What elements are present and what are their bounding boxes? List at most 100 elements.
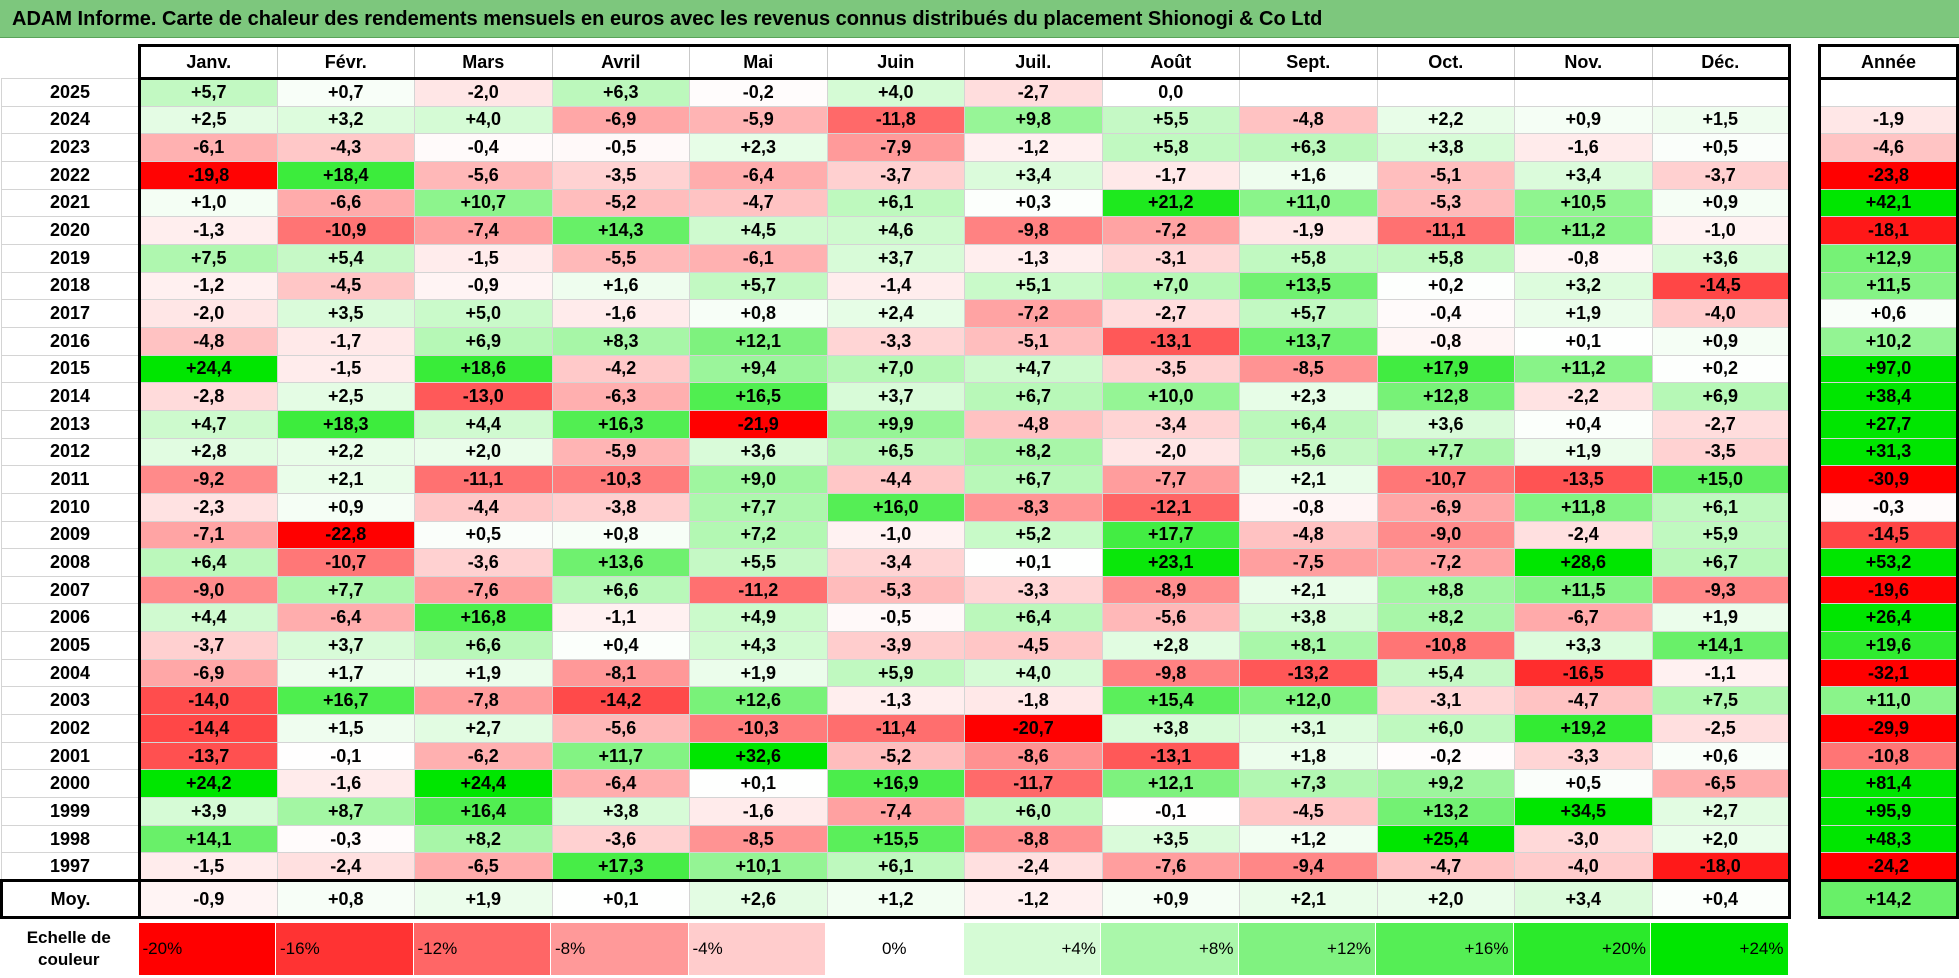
heatmap-cell: +11,8 bbox=[1514, 492, 1653, 522]
heatmap-cell: -1,9 bbox=[1239, 216, 1378, 245]
heatmap-cell: +6,9 bbox=[414, 326, 553, 356]
heatmap-cell: -21,9 bbox=[689, 409, 828, 439]
heatmap-cell: +0,4 bbox=[1514, 409, 1653, 439]
heatmap-cell: +6,4 bbox=[1239, 409, 1378, 439]
heatmap-cell: +24,4 bbox=[414, 769, 553, 799]
year-header: Année bbox=[1818, 44, 1959, 80]
monthly-heatmap-table: Janv. Févr. Mars Avril Mai Juin Juil. Août Sept.… bbox=[0, 44, 1791, 920]
heatmap-cell: -8,5 bbox=[689, 824, 828, 854]
heatmap-cell: -4,0 bbox=[1514, 852, 1653, 883]
row-year-label: 2002 bbox=[1, 714, 140, 743]
annual-returns-table: Année -1,9 -4,6 -23,8 +42,1 -18,1 +12,9 +11,5 +0… bbox=[1818, 44, 1959, 920]
heatmap-cell: +4,5 bbox=[689, 216, 828, 245]
heatmap-cell: +3,6 bbox=[689, 437, 828, 467]
heatmap-cell: +1,8 bbox=[1239, 741, 1378, 771]
row-year-label: 2012 bbox=[1, 437, 140, 467]
heatmap-cell: +6,1 bbox=[826, 188, 965, 218]
heatmap-cell: -6,3 bbox=[551, 382, 690, 411]
heatmap-cell: +4,7 bbox=[964, 354, 1103, 384]
heatmap-cell: -7,5 bbox=[1239, 548, 1378, 577]
heatmap-cell: +6,1 bbox=[826, 852, 965, 883]
heatmap-cell: +5,5 bbox=[689, 548, 828, 577]
heatmap-cell: -2,2 bbox=[1514, 382, 1653, 411]
heatmap-cell: +7,0 bbox=[1101, 271, 1240, 301]
heatmap-cell: -1,5 bbox=[276, 354, 415, 384]
heatmap-cell: -4,8 bbox=[964, 409, 1103, 439]
annual-return-cell: +81,4 bbox=[1818, 769, 1959, 799]
heatmap-cell: -2,4 bbox=[1514, 520, 1653, 550]
annual-return-cell: -14,5 bbox=[1818, 520, 1959, 550]
heatmap-cell: +2,8 bbox=[138, 437, 278, 467]
heatmap-cell: -11,1 bbox=[1376, 216, 1515, 245]
row-year-label: 2010 bbox=[1, 492, 140, 522]
heatmap-cell: +1,6 bbox=[551, 271, 690, 301]
month-header: Juil. bbox=[964, 44, 1103, 80]
row-year-label: 2018 bbox=[1, 271, 140, 301]
heatmap-cell: +3,3 bbox=[1514, 631, 1653, 660]
heatmap-cell: +12,1 bbox=[1101, 769, 1240, 799]
heatmap-cell: +4,4 bbox=[138, 603, 278, 633]
heatmap-cell: -7,2 bbox=[964, 299, 1103, 328]
row-year-label: 2009 bbox=[1, 520, 140, 550]
heatmap-cell: -9,8 bbox=[964, 216, 1103, 245]
heatmap-cell: +24,2 bbox=[138, 769, 278, 799]
row-year-label: 2004 bbox=[1, 658, 140, 688]
heatmap-cell: -5,1 bbox=[964, 326, 1103, 356]
scale-swatch: +12% bbox=[1237, 922, 1376, 976]
heatmap-cell: -3,7 bbox=[1651, 160, 1791, 190]
heatmap-cell: -9,0 bbox=[138, 575, 278, 605]
heatmap-cell: -4,8 bbox=[1239, 105, 1378, 135]
heatmap-cell: -2,4 bbox=[964, 852, 1103, 883]
heatmap-cell: -1,8 bbox=[964, 686, 1103, 716]
heatmap-cell: -13,1 bbox=[1101, 326, 1240, 356]
heatmap-cell: -0,3 bbox=[276, 824, 415, 854]
heatmap-cell: +1,9 bbox=[1651, 603, 1791, 633]
heatmap-cell: +17,7 bbox=[1101, 520, 1240, 550]
heatmap-cell: -2,7 bbox=[964, 78, 1103, 107]
heatmap-cell: -0,8 bbox=[1376, 326, 1515, 356]
heatmap-cell: +6,6 bbox=[414, 631, 553, 660]
heatmap-cell: +18,3 bbox=[276, 409, 415, 439]
heatmap-cell: -1,2 bbox=[964, 133, 1103, 162]
heatmap-cell: +1,0 bbox=[138, 188, 278, 218]
scale-swatch: +8% bbox=[1100, 922, 1239, 976]
heatmap-cell: -18,0 bbox=[1651, 852, 1791, 883]
row-year-label: 2015 bbox=[1, 354, 140, 384]
heatmap-cell: +16,7 bbox=[276, 686, 415, 716]
month-header: Sept. bbox=[1239, 44, 1378, 80]
heatmap-cell: -4,5 bbox=[276, 271, 415, 301]
heatmap-cell: +18,6 bbox=[414, 354, 553, 384]
heatmap-cell: +2,0 bbox=[414, 437, 553, 467]
heatmap-cell bbox=[1239, 78, 1378, 107]
heatmap-cell: +9,9 bbox=[826, 409, 965, 439]
heatmap-cell: -4,4 bbox=[414, 492, 553, 522]
heatmap-cell: -1,0 bbox=[826, 520, 965, 550]
heatmap-cell: +0,9 bbox=[1514, 105, 1653, 135]
heatmap-cell: +6,0 bbox=[964, 797, 1103, 826]
heatmap-cell: -0,8 bbox=[1239, 492, 1378, 522]
row-year-label: 1999 bbox=[1, 797, 140, 826]
heatmap-cell: +13,7 bbox=[1239, 326, 1378, 356]
heatmap-cell: -3,1 bbox=[1101, 243, 1240, 273]
heatmap-cell: +7,0 bbox=[826, 354, 965, 384]
month-header: Oct. bbox=[1376, 44, 1515, 80]
row-year-label: 2007 bbox=[1, 575, 140, 605]
heatmap-cell: -4,7 bbox=[689, 188, 828, 218]
heatmap-cell: -4,5 bbox=[1239, 797, 1378, 826]
heatmap-cell: +3,4 bbox=[964, 160, 1103, 190]
heatmap-cell: +28,6 bbox=[1514, 548, 1653, 577]
row-year-label: 2008 bbox=[1, 548, 140, 577]
row-year-label: 2001 bbox=[1, 741, 140, 771]
heatmap-cell: -5,9 bbox=[551, 437, 690, 467]
heatmap-cell: -8,8 bbox=[964, 824, 1103, 854]
annual-return-cell: -29,9 bbox=[1818, 714, 1959, 743]
average-cell: +3,4 bbox=[1514, 879, 1653, 920]
heatmap-cell: +1,7 bbox=[276, 658, 415, 688]
heatmap-cell: +12,6 bbox=[689, 686, 828, 716]
heatmap-cell: +6,3 bbox=[551, 78, 690, 107]
heatmap-cell: -8,6 bbox=[964, 741, 1103, 771]
average-cell: +2,0 bbox=[1376, 879, 1515, 920]
heatmap-cell: +0,2 bbox=[1376, 271, 1515, 301]
heatmap-cell: +1,9 bbox=[414, 658, 553, 688]
heatmap-cell: +4,9 bbox=[689, 603, 828, 633]
